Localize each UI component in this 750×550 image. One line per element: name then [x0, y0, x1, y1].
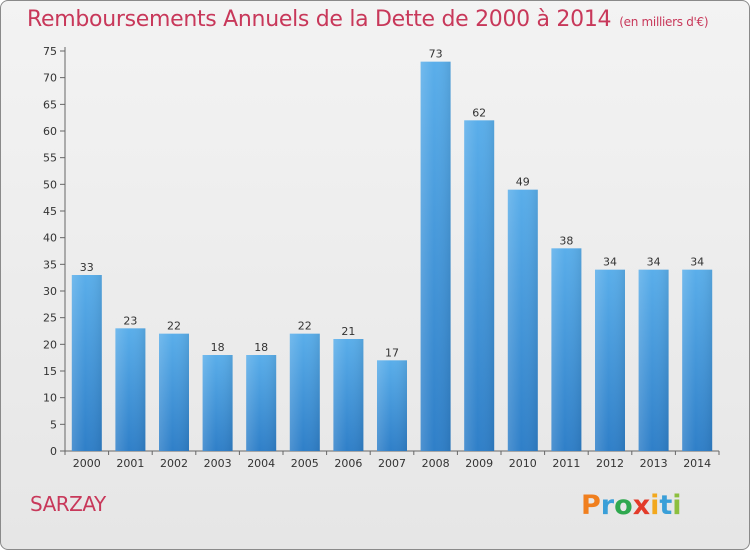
bar-shine [464, 120, 495, 451]
logo-letter: x [632, 490, 651, 521]
x-tick-label: 2003 [204, 457, 232, 470]
y-tick-label: 30 [43, 285, 57, 298]
x-tick-label: 2010 [509, 457, 537, 470]
logo-letter: t [659, 490, 673, 521]
x-tick-label: 2001 [116, 457, 144, 470]
bar-shine [246, 355, 277, 451]
bar-shine [289, 333, 320, 451]
data-label: 33 [80, 261, 94, 274]
bar-shine [551, 248, 582, 451]
data-label: 34 [647, 256, 661, 269]
logo-letter: r [600, 490, 615, 521]
x-tick-label: 2002 [160, 457, 188, 470]
data-label: 73 [429, 48, 443, 61]
y-tick-label: 0 [50, 445, 57, 458]
data-label: 62 [472, 106, 486, 119]
x-tick-label: 2009 [465, 457, 493, 470]
data-label: 23 [123, 314, 137, 327]
y-tick-label: 25 [43, 312, 57, 325]
x-tick-label: 2004 [247, 457, 275, 470]
y-tick-label: 5 [50, 418, 57, 431]
logo-letter: o [614, 490, 633, 521]
y-tick-label: 60 [43, 125, 57, 138]
y-tick-label: 40 [43, 232, 57, 245]
y-tick-label: 55 [43, 152, 57, 165]
y-tick-label: 35 [43, 258, 57, 271]
bar-shine [333, 339, 364, 451]
bar-shine [420, 61, 451, 452]
x-tick-label: 2012 [596, 457, 624, 470]
y-tick-label: 10 [43, 392, 57, 405]
x-tick-label: 2011 [552, 457, 580, 470]
x-tick-label: 2000 [73, 457, 101, 470]
y-tick-label: 20 [43, 338, 57, 351]
x-tick-label: 2014 [683, 457, 711, 470]
y-tick-label: 15 [43, 365, 57, 378]
bar-shine [115, 328, 146, 451]
logo-letter: i [650, 490, 660, 521]
bar-shine [71, 275, 102, 451]
y-tick-label: 75 [43, 45, 57, 58]
y-tick-label: 45 [43, 205, 57, 218]
chart-title-text: Remboursements Annuels de la Dette de 20… [27, 7, 612, 32]
x-tick-label: 2006 [334, 457, 362, 470]
bar-shine [638, 269, 669, 451]
data-label: 18 [211, 341, 225, 354]
commune-name: SARZAY [30, 492, 106, 516]
x-tick-label: 2013 [640, 457, 668, 470]
data-label: 18 [254, 341, 268, 354]
logo-letter: P [581, 490, 601, 521]
data-label: 17 [385, 346, 399, 359]
y-tick-label: 70 [43, 72, 57, 85]
bar-shine [377, 360, 407, 451]
x-tick-label: 2005 [291, 457, 319, 470]
data-label: 49 [516, 176, 530, 189]
data-label: 22 [167, 320, 181, 333]
y-tick-label: 65 [43, 98, 57, 111]
x-tick-label: 2008 [422, 457, 450, 470]
chart-title: Remboursements Annuels de la Dette de 20… [27, 7, 709, 32]
chart-unit: (en milliers d'€) [619, 15, 709, 29]
proxiti-logo: Proxiti [581, 490, 682, 521]
logo-letter: i [672, 490, 682, 521]
data-label: 21 [341, 325, 355, 338]
data-label: 38 [559, 234, 573, 247]
bar-shine [682, 269, 713, 451]
data-label: 22 [298, 320, 312, 333]
x-tick-label: 2007 [378, 457, 406, 470]
bar-shine [159, 333, 189, 451]
bar-shine [202, 355, 233, 451]
y-tick-label: 50 [43, 178, 57, 191]
data-label: 34 [690, 256, 704, 269]
data-label: 34 [603, 256, 617, 269]
bar-shine [595, 269, 625, 451]
bar-shine [507, 189, 538, 451]
